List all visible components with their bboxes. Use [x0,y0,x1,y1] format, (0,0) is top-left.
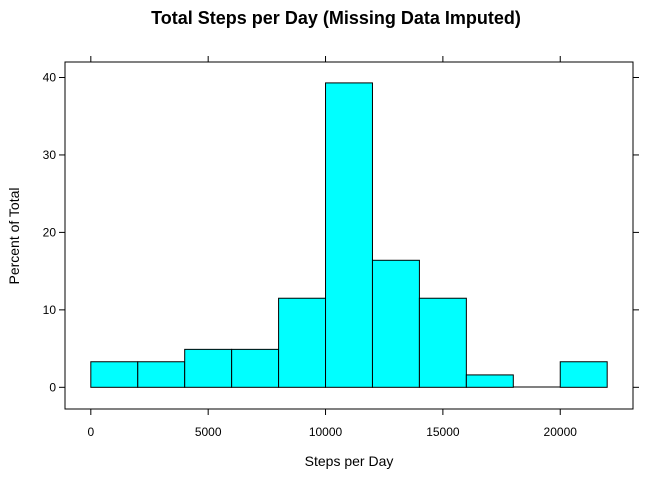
histogram-bar [184,348,233,388]
x-tick-label: 0 [87,425,94,439]
histogram-bar [137,361,186,388]
histogram-bar [325,82,373,388]
chart-title: Total Steps per Day (Missing Data Impute… [151,8,521,28]
y-tick-label: 30 [43,148,57,162]
x-tick-label: 10000 [309,425,343,439]
histogram-bar [371,259,420,388]
x-axis-label: Steps per Day [305,453,394,469]
ticks-group: 0 5000 10000 15000 20000 0 10 20 30 40 [43,56,639,439]
y-tick-label: 20 [43,225,57,239]
y-tick-label: 10 [43,303,57,317]
bars-group [90,82,608,388]
histogram-bar [559,361,608,388]
x-tick-label: 20000 [544,425,578,439]
x-tick-label: 15000 [426,425,460,439]
y-axis-label: Percent of Total [6,187,22,284]
histogram-bar [418,297,467,388]
histogram-bar [231,348,280,388]
histogram-bar [90,361,139,388]
y-tick-label: 40 [43,70,57,84]
histogram-bar [278,297,327,388]
x-tick-label: 5000 [195,425,222,439]
plot-frame [64,61,634,410]
y-tick-label: 0 [49,380,56,394]
histogram-bar [465,374,514,388]
